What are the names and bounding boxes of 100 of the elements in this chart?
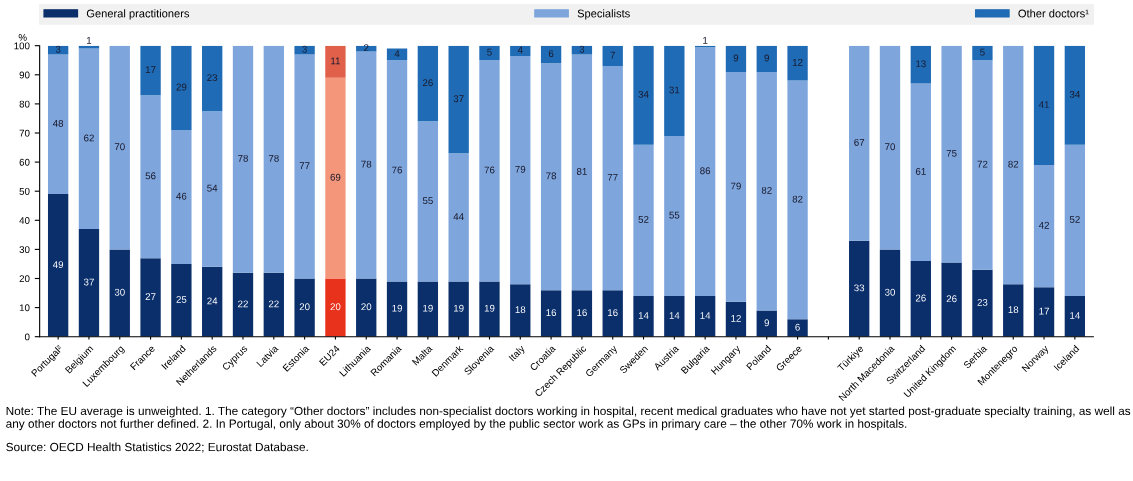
- data-label: 4: [394, 50, 400, 57]
- data-label: 2: [364, 44, 369, 52]
- data-label: 16: [608, 309, 618, 317]
- data-label: 12: [792, 58, 803, 66]
- bar: [941, 45, 962, 263]
- data-label: 33: [854, 284, 865, 292]
- data-label: 22: [238, 300, 248, 308]
- data-label: 31: [669, 86, 680, 94]
- y-tick-label: 80: [19, 100, 30, 108]
- data-label: 34: [1069, 90, 1080, 98]
- data-label: 30: [114, 288, 125, 296]
- y-tick-label: 30: [19, 246, 30, 254]
- bar: [571, 54, 593, 291]
- data-label: 34: [638, 90, 649, 98]
- bar: [140, 258, 161, 337]
- bar: [479, 281, 500, 337]
- bar: [78, 48, 100, 230]
- data-label: 77: [299, 162, 310, 169]
- data-label: 16: [546, 309, 557, 317]
- y-tick-label: 40: [19, 217, 30, 224]
- y-axis-title: %: [18, 34, 27, 41]
- data-label: 16: [577, 309, 587, 317]
- data-label: 69: [330, 173, 341, 181]
- bar: [849, 45, 870, 241]
- data-label: 82: [792, 195, 803, 203]
- bar: [1003, 284, 1024, 337]
- bar: [787, 80, 808, 320]
- bar: [109, 249, 130, 337]
- bar: [602, 45, 623, 67]
- data-label: 19: [392, 304, 402, 312]
- data-label: 82: [1008, 160, 1019, 168]
- data-label: 67: [854, 138, 865, 146]
- bar: [232, 272, 254, 337]
- bar: [633, 144, 654, 296]
- bar: [109, 45, 130, 250]
- data-label: 42: [1038, 221, 1049, 229]
- data-label: 86: [700, 167, 711, 175]
- bar: [1003, 45, 1024, 285]
- bar: [849, 240, 870, 337]
- bar: [1064, 295, 1086, 337]
- data-label: 79: [515, 165, 526, 173]
- y-tick-label: 100: [14, 42, 30, 50]
- data-label: 18: [1008, 306, 1019, 314]
- data-label: 46: [176, 192, 187, 200]
- data-label: 11: [331, 57, 340, 65]
- data-label: 54: [207, 184, 218, 192]
- bar: [448, 153, 469, 282]
- data-label: 3: [302, 45, 307, 53]
- bar: [910, 83, 931, 262]
- y-tick-label: 0: [24, 333, 30, 341]
- bar: [47, 194, 69, 337]
- data-label: 9: [764, 54, 770, 62]
- data-label: 17: [1039, 307, 1049, 315]
- bar: [787, 45, 808, 81]
- bar: [171, 263, 192, 337]
- data-label: 76: [484, 166, 495, 174]
- bar: [356, 51, 377, 279]
- data-label: 27: [145, 293, 156, 300]
- bar: [972, 60, 993, 270]
- data-label: 37: [453, 95, 464, 103]
- data-label: 72: [977, 160, 988, 168]
- data-label: 49: [52, 261, 64, 269]
- bar: [941, 262, 962, 337]
- bar: [540, 63, 562, 291]
- data-label: 13: [916, 60, 926, 68]
- data-label: 9: [764, 319, 770, 327]
- data-label: 22: [268, 300, 279, 308]
- bar: [202, 266, 223, 337]
- bar: [294, 278, 315, 337]
- data-label: 26: [946, 295, 957, 303]
- bar: [386, 60, 408, 282]
- data-label: 44: [453, 213, 464, 220]
- data-label: 41: [1038, 101, 1049, 108]
- bar: [448, 281, 469, 337]
- bar: [417, 121, 439, 282]
- data-label: 75: [946, 149, 957, 157]
- bar: [1033, 287, 1055, 337]
- bar: [602, 290, 623, 337]
- bar: [694, 47, 716, 296]
- legend-label: Other doctors¹: [1018, 9, 1089, 18]
- data-label: 19: [484, 304, 495, 312]
- legend-label: Specialists: [577, 9, 630, 20]
- source-note: Source: OECD Health Statistics 2022; Eurostat Database.: [6, 442, 308, 453]
- bar: [725, 301, 747, 337]
- data-label: 70: [885, 143, 896, 151]
- bar: [1064, 144, 1086, 296]
- data-label: 3: [55, 45, 61, 53]
- data-label: 19: [423, 304, 433, 312]
- bar: [633, 295, 654, 337]
- data-label: 24: [207, 297, 218, 305]
- bar: [479, 60, 500, 282]
- data-label: 6: [795, 323, 800, 331]
- data-label: 56: [145, 172, 156, 180]
- bar: [910, 45, 931, 84]
- data-label: 81: [576, 168, 587, 175]
- bar: [510, 45, 531, 56]
- bar: [263, 45, 284, 273]
- data-label: 52: [638, 216, 649, 223]
- bar: [479, 45, 500, 61]
- y-tick-label: 90: [19, 71, 30, 79]
